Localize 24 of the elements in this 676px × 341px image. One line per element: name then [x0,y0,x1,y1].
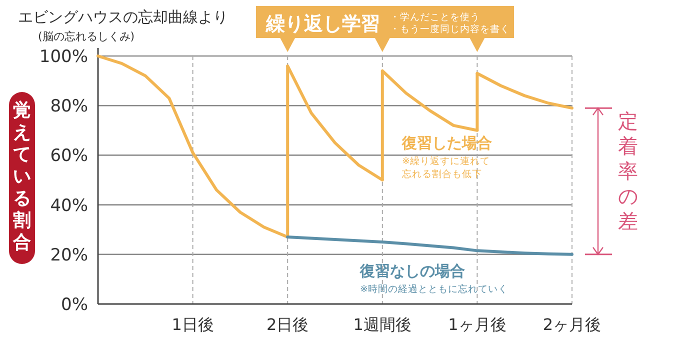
x-tick-label: 2日後 [266,315,309,334]
y-tick-label: 60% [50,146,88,166]
line-series [286,236,574,256]
x-tick-label: 1日後 [172,315,214,334]
chart-subtitle: (脳の忘れるしくみ) [38,30,135,43]
text: ・もう一度同じ内容を書く [390,23,510,35]
y-axis-title: 覚えている割合 [12,100,31,253]
x-tick-label: 1ヶ月後 [448,315,506,334]
text: 復習した場合 [401,134,492,152]
x-tick-label: 1週間後 [353,315,412,334]
y-tick-label: 100% [39,47,88,67]
y-tick-label: 0% [61,295,88,315]
text: 繰り返し学習 [265,13,380,35]
y-tick-label: 40% [50,196,88,216]
y-tick-label: 80% [50,96,88,117]
y-tick-label: 20% [50,245,88,266]
x-tick-label: 2ヶ月後 [542,315,602,334]
chart-title: エビングハウスの忘却曲線より [18,8,228,26]
annotation: 忘れる割合も低下 [402,168,482,180]
text: 定着率の差 [618,109,638,233]
text: ・学んだことを使う [390,11,480,23]
annotation: ※時間の経過とともに忘れていく [360,283,508,295]
annotation: ※繰り返すに連れて [402,155,490,167]
series-label: 復習なしの場合 [359,262,465,280]
